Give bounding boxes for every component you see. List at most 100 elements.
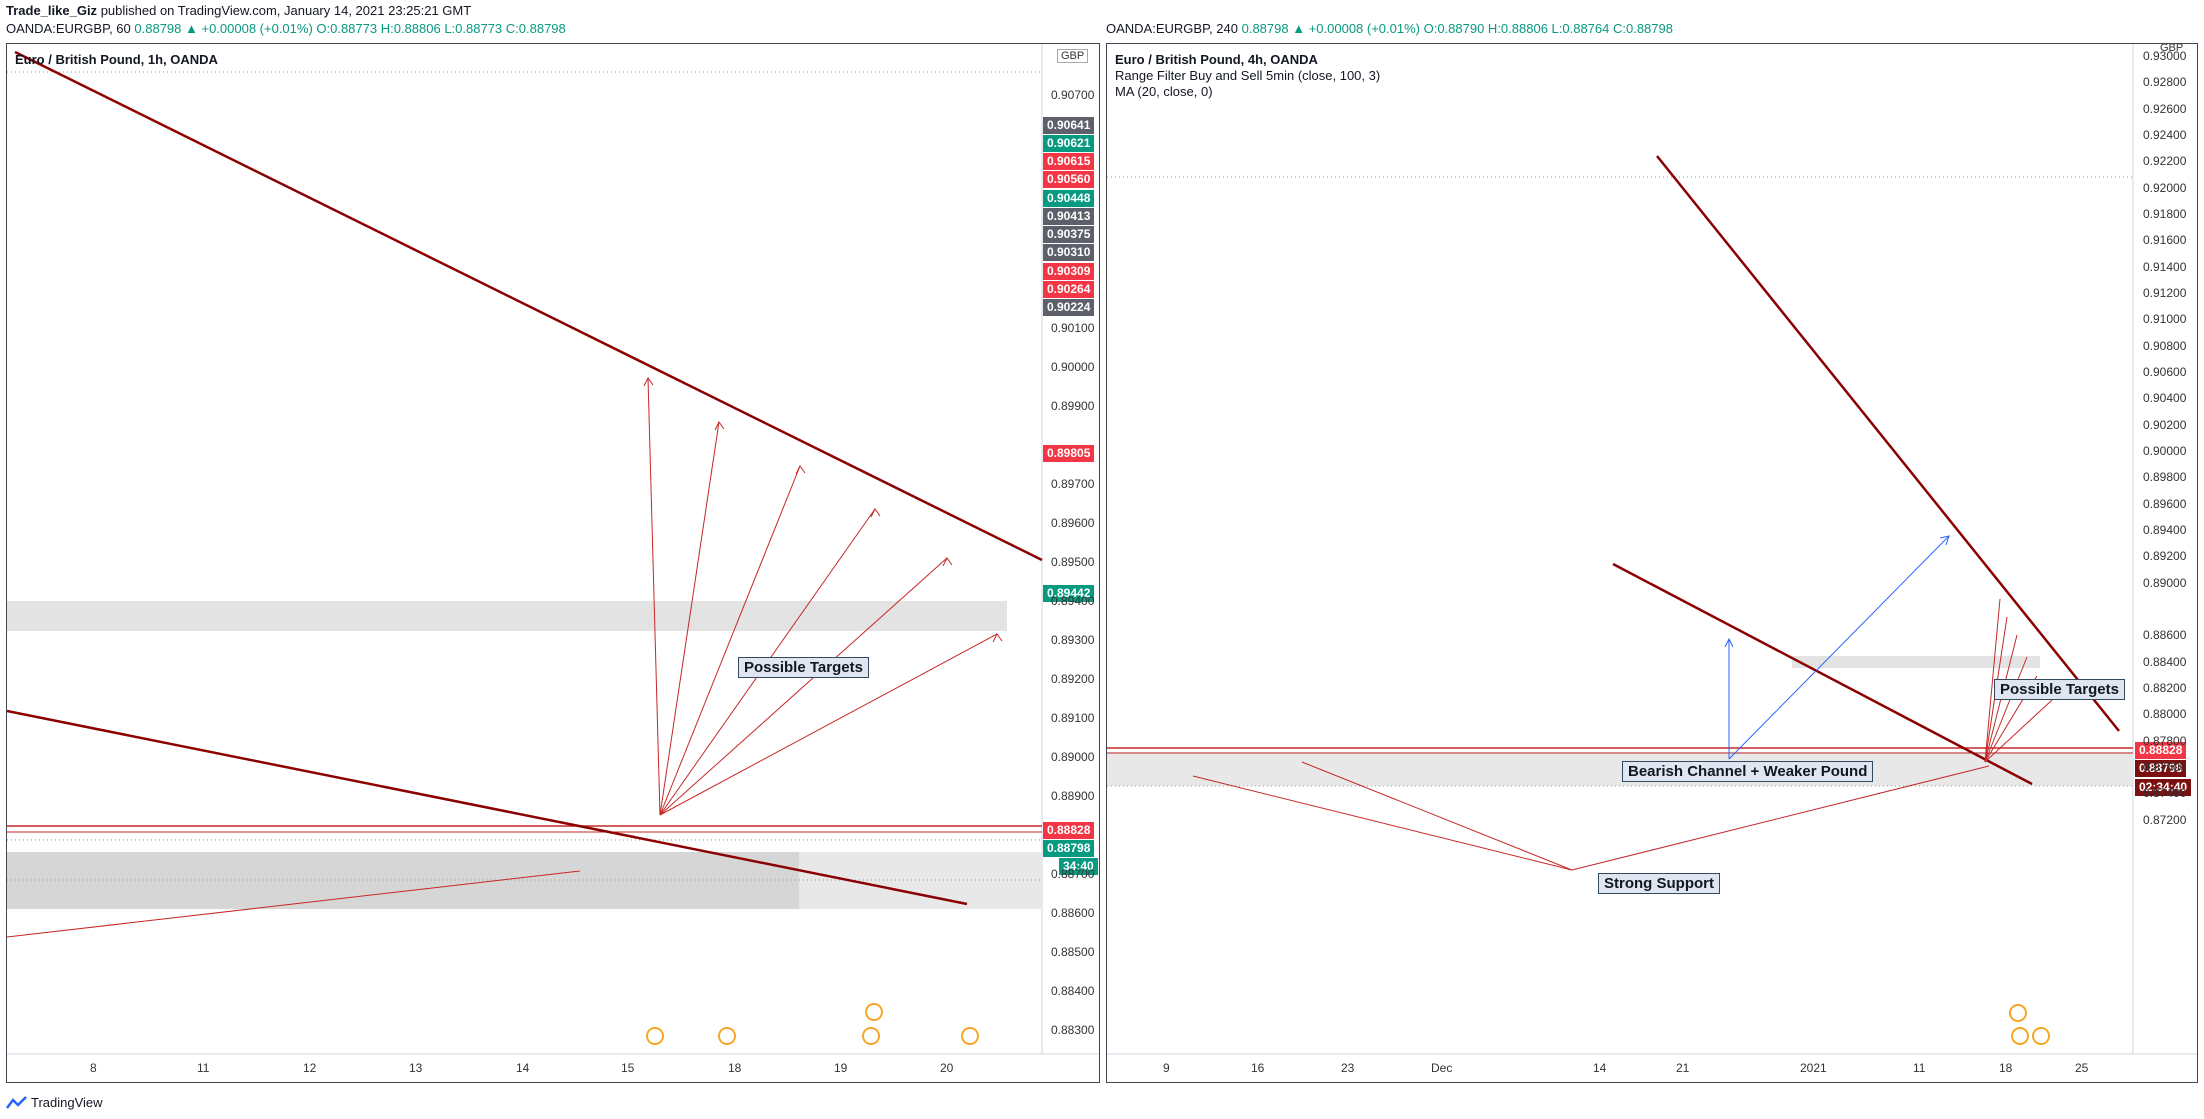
right-symbol-line: OANDA:EURGBP, 240 0.88798 ▲ +0.00008 (+0… xyxy=(1106,21,1673,36)
right-y-tick: 0.91800 xyxy=(2143,207,2187,221)
right-price-tag: 0.88798 xyxy=(2135,760,2187,777)
right-y-tick: 0.88600 xyxy=(2143,628,2187,642)
left-currency-badge[interactable]: GBP xyxy=(1057,49,1089,63)
event-icon-5 xyxy=(961,1027,979,1045)
publish-header: Trade_like_Giz published on TradingView.… xyxy=(0,0,2204,40)
target-arrowhead-3 xyxy=(795,465,806,475)
left-x-tick: 15 xyxy=(621,1061,635,1075)
event-icon-2 xyxy=(2011,1027,2029,1045)
right-price-tag: 0.88828 xyxy=(2135,742,2187,759)
right-currency-label: GBP xyxy=(2157,44,2187,54)
right-y-tick: 0.90200 xyxy=(2143,418,2187,432)
left-price-tag: 0.90641 xyxy=(1043,117,1095,134)
right-y-tick: 0.87600 xyxy=(2143,760,2187,774)
descending-trendline-lower xyxy=(7,709,968,906)
left-y-tick: 0.89900 xyxy=(1051,399,1095,413)
right-ohlc: 0.88798 ▲ +0.00008 (+0.01%) O:0.88790 H:… xyxy=(1241,21,1673,36)
left-price-tag: 0.90309 xyxy=(1043,263,1095,280)
right-y-tick: 0.87200 xyxy=(2143,813,2187,827)
left-y-tick: 0.88400 xyxy=(1051,984,1095,998)
brand-text: TradingView xyxy=(31,1095,103,1111)
left-price-tag: 0.88828 xyxy=(1043,822,1095,839)
left-y-tick: 0.88500 xyxy=(1051,945,1095,959)
target-arrowhead-2 xyxy=(714,421,725,431)
right-y-tick: 0.89600 xyxy=(2143,497,2187,511)
right-chart-title: Euro / British Pound, 4h, OANDA xyxy=(1115,52,1318,67)
left-y-tick: 0.89200 xyxy=(1051,672,1095,686)
left-y-tick: 0.90000 xyxy=(1051,360,1095,374)
left-price-tag: 0.88798 xyxy=(1043,840,1095,857)
left-price-tag: 0.90375 xyxy=(1043,226,1095,243)
left-chart-canvas[interactable] xyxy=(7,44,1100,1083)
left-y-tick: 0.89700 xyxy=(1051,477,1095,491)
left-x-tick: 20 xyxy=(940,1061,954,1075)
left-y-tick: 0.88900 xyxy=(1051,789,1095,803)
right-y-tick: 0.92800 xyxy=(2143,75,2187,89)
left-price-tag: 0.90615 xyxy=(1043,153,1095,170)
left-price-tag: 0.90448 xyxy=(1043,190,1095,207)
right-symbol: OANDA:EURGBP, 240 xyxy=(1106,21,1238,36)
left-y-tick: 0.89500 xyxy=(1051,555,1095,569)
right-y-tick: 0.91400 xyxy=(2143,260,2187,274)
left-price-tag: 0.90310 xyxy=(1043,244,1095,261)
right-y-tick: 0.89800 xyxy=(2143,470,2187,484)
left-chart-legend: Euro / British Pound, 1h, OANDA xyxy=(15,52,218,68)
target-arrowhead-5 xyxy=(942,557,953,567)
event-icon-4 xyxy=(862,1027,880,1045)
left-chart-pane[interactable]: Euro / British Pound, 1h, OANDA GBP Poss… xyxy=(6,43,1100,1083)
right-y-tick: 0.89200 xyxy=(2143,549,2187,563)
left-y-tick: 0.89600 xyxy=(1051,516,1095,530)
right-chart-pane[interactable]: Euro / British Pound, 4h, OANDA Range Fi… xyxy=(1106,43,2198,1083)
left-symbol: OANDA:EURGBP, 60 xyxy=(6,21,131,36)
left-x-tick: 19 xyxy=(834,1061,848,1075)
left-price-tag: 0.90621 xyxy=(1043,135,1095,152)
resistance-zone xyxy=(7,601,1007,631)
left-price-tag: 0.90560 xyxy=(1043,171,1095,188)
right-y-tick: 0.89400 xyxy=(2143,523,2187,537)
left-symbol-line: OANDA:EURGBP, 60 0.88798 ▲ +0.00008 (+0.… xyxy=(6,21,566,36)
blue-arrow-diag xyxy=(1728,535,1950,760)
right-x-tick: 16 xyxy=(1251,1061,1265,1075)
left-price-tag: 0.89805 xyxy=(1043,445,1095,462)
support-arrow-3 xyxy=(1571,765,1990,871)
left-y-tick: 0.89000 xyxy=(1051,750,1095,764)
left-price-tag: 34:40 xyxy=(1059,858,1098,875)
left-chart-title: Euro / British Pound, 1h, OANDA xyxy=(15,52,218,67)
range-filter-indicator[interactable]: Range Filter Buy and Sell 5min (close, 1… xyxy=(1115,68,1381,83)
right-x-tick: 11 xyxy=(1913,1061,1926,1075)
descending-trendline-upper xyxy=(1656,155,2120,732)
left-price-tag: 0.90224 xyxy=(1043,299,1095,316)
right-y-tick: 0.88400 xyxy=(2143,655,2187,669)
tradingview-logo[interactable]: TradingView xyxy=(6,1094,106,1110)
left-y-tick: 0.88300 xyxy=(1051,1023,1095,1037)
right-y-tick: 0.92400 xyxy=(2143,128,2187,142)
right-x-tick: 23 xyxy=(1341,1061,1355,1075)
target-arrow-4 xyxy=(1984,656,2028,763)
right-y-tick: 0.90400 xyxy=(2143,391,2187,405)
left-price-tag: 0.89442 xyxy=(1043,585,1095,602)
right-chart-canvas[interactable] xyxy=(1107,44,2198,1083)
support-arrow-1 xyxy=(1192,775,1573,871)
right-x-tick: 25 xyxy=(2075,1061,2089,1075)
blue-arrowhead-diag xyxy=(1939,535,1950,546)
footer: TradingView xyxy=(0,1088,2204,1119)
author-name[interactable]: Trade_like_Giz xyxy=(6,3,98,18)
event-icon-3 xyxy=(865,1003,883,1021)
target-arrow-1 xyxy=(1984,598,2001,763)
right-y-tick: 0.92200 xyxy=(2143,154,2187,168)
left-y-tick: 0.89100 xyxy=(1051,711,1095,725)
right-y-tick: 0.90800 xyxy=(2143,339,2187,353)
right-y-tick: 0.88000 xyxy=(2143,707,2187,721)
right-x-tick: 2021 xyxy=(1800,1061,1827,1075)
resistance-zone xyxy=(1792,656,2040,668)
right-x-tick: Dec xyxy=(1431,1061,1453,1075)
bearish-channel-label: Bearish Channel + Weaker Pound xyxy=(1622,761,1874,782)
right-chart-legend: Euro / British Pound, 4h, OANDA Range Fi… xyxy=(1115,52,1380,100)
left-x-tick: 13 xyxy=(409,1061,423,1075)
target-arrow-1 xyxy=(647,377,661,816)
left-y-tick: 0.90700 xyxy=(1051,88,1095,102)
right-x-tick: 9 xyxy=(1163,1061,1170,1075)
blue-arrowhead-up xyxy=(1724,637,1734,648)
ma-indicator[interactable]: MA (20, close, 0) xyxy=(1115,84,1213,99)
left-y-tick: 0.90100 xyxy=(1051,321,1095,335)
